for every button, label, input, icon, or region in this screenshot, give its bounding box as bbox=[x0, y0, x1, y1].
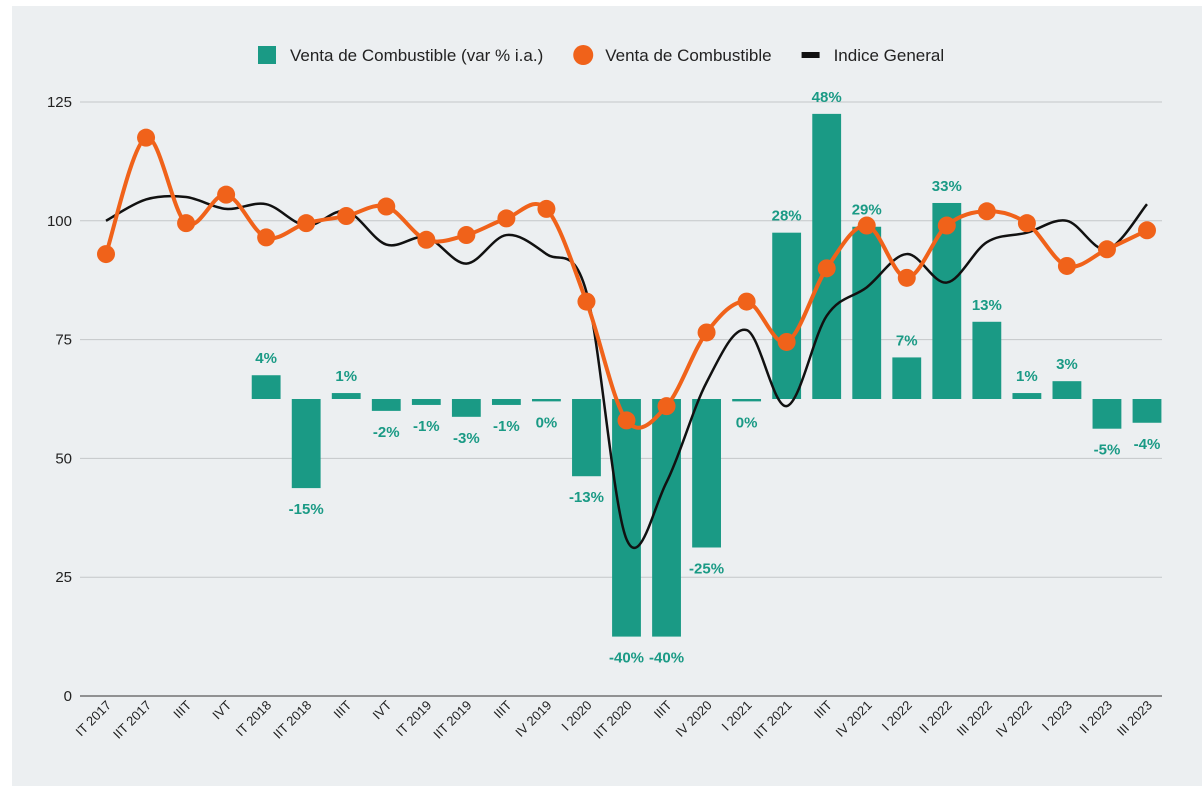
marker bbox=[97, 245, 115, 264]
y-tick-label: 25 bbox=[55, 569, 72, 586]
value-label: 13% bbox=[972, 297, 1002, 314]
marker bbox=[537, 199, 556, 218]
bar bbox=[451, 399, 481, 417]
legend-swatch bbox=[258, 46, 276, 64]
marker bbox=[657, 397, 676, 416]
marker bbox=[937, 216, 956, 235]
marker bbox=[217, 185, 236, 204]
marker bbox=[297, 214, 316, 233]
bar bbox=[1052, 381, 1082, 399]
value-label: 33% bbox=[932, 178, 962, 195]
value-label: -4% bbox=[1134, 436, 1161, 453]
legend-swatch bbox=[801, 52, 820, 58]
bar bbox=[532, 399, 561, 402]
y-tick-label: 50 bbox=[55, 450, 72, 467]
bar bbox=[1132, 399, 1162, 423]
marker bbox=[817, 259, 836, 278]
value-label: 28% bbox=[772, 208, 802, 225]
value-label: 48% bbox=[812, 89, 842, 106]
value-label: -13% bbox=[569, 489, 604, 506]
marker bbox=[1057, 256, 1076, 275]
bar bbox=[572, 399, 601, 477]
value-label: 4% bbox=[255, 350, 277, 367]
value-label: -2% bbox=[373, 424, 400, 441]
value-label: -5% bbox=[1094, 442, 1121, 459]
bar bbox=[491, 399, 521, 405]
marker bbox=[857, 216, 876, 235]
value-label: 1% bbox=[1016, 368, 1038, 385]
value-label: 0% bbox=[736, 414, 758, 431]
value-label: 7% bbox=[896, 332, 918, 349]
y-tick-label: 75 bbox=[55, 332, 72, 349]
value-label: -40% bbox=[649, 650, 684, 667]
value-label: 3% bbox=[1056, 356, 1078, 373]
legend-label: Venta de Combustible (var % i.a.) bbox=[290, 46, 543, 65]
marker bbox=[897, 268, 916, 287]
value-label: 29% bbox=[852, 202, 882, 219]
marker bbox=[737, 292, 756, 311]
y-tick-label: 100 bbox=[47, 213, 72, 230]
bar bbox=[331, 393, 361, 399]
marker bbox=[497, 209, 516, 228]
value-label: -25% bbox=[689, 561, 724, 578]
bar bbox=[972, 321, 1002, 399]
bar bbox=[1012, 393, 1042, 399]
bar bbox=[371, 399, 401, 411]
marker bbox=[1017, 214, 1036, 233]
bar bbox=[732, 399, 762, 402]
bar bbox=[892, 357, 922, 399]
bar bbox=[291, 399, 321, 489]
bar bbox=[1092, 399, 1122, 429]
marker bbox=[697, 323, 716, 342]
bar bbox=[692, 399, 721, 548]
marker bbox=[1097, 240, 1116, 259]
value-label: -1% bbox=[413, 418, 440, 435]
bar bbox=[612, 399, 641, 637]
value-label: -1% bbox=[493, 418, 520, 435]
marker bbox=[417, 230, 436, 249]
value-label: 0% bbox=[536, 414, 558, 431]
bar bbox=[652, 399, 681, 637]
value-label: -15% bbox=[289, 501, 324, 518]
marker bbox=[977, 202, 996, 221]
marker bbox=[137, 128, 156, 147]
value-label: -3% bbox=[453, 430, 480, 447]
bar bbox=[251, 375, 281, 399]
marker bbox=[177, 214, 196, 233]
legend-label: Indice General bbox=[834, 46, 945, 65]
y-tick-label: 0 bbox=[64, 688, 72, 705]
marker bbox=[777, 332, 796, 351]
bar bbox=[772, 232, 802, 399]
marker bbox=[617, 411, 636, 430]
value-label: 1% bbox=[335, 368, 357, 385]
legend-swatch bbox=[573, 45, 594, 65]
marker bbox=[577, 292, 596, 311]
bar bbox=[411, 399, 441, 405]
marker bbox=[1138, 221, 1156, 240]
value-label: -40% bbox=[609, 650, 644, 667]
marker bbox=[337, 207, 356, 226]
legend: Venta de Combustible (var % i.a.) Venta d… bbox=[258, 45, 944, 65]
marker bbox=[257, 228, 276, 247]
y-tick-label: 125 bbox=[47, 94, 72, 111]
plot-background bbox=[12, 6, 1202, 786]
marker bbox=[377, 197, 396, 216]
legend-label: Venta de Combustible bbox=[605, 46, 771, 65]
bar bbox=[852, 226, 882, 399]
marker bbox=[457, 226, 476, 245]
